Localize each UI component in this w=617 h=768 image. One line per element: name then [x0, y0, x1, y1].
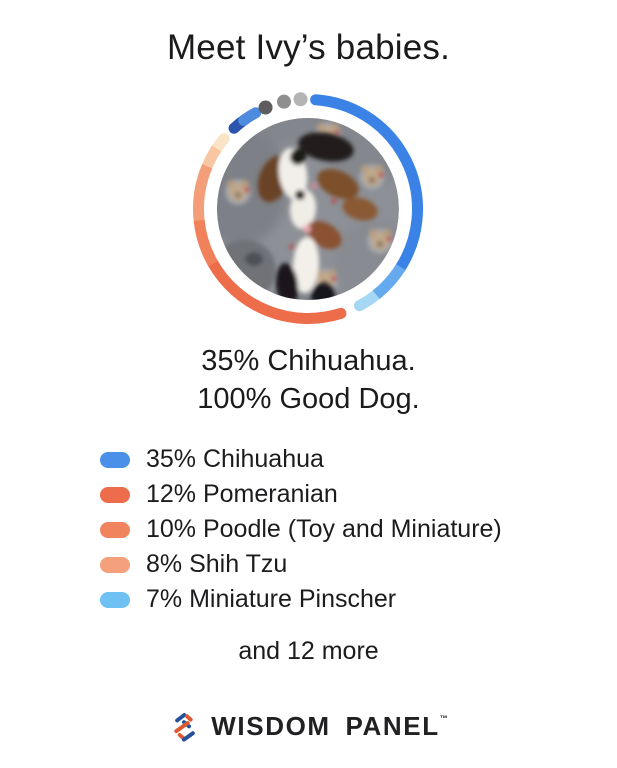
ring-orange-mid [193, 218, 219, 267]
minor-breed-dot [293, 92, 308, 107]
ring-salmon-light [193, 163, 213, 222]
legend-item-label: 7% Miniature Pinscher [146, 585, 397, 613]
trademark-symbol: ™ [439, 713, 448, 723]
legend-item: 35% Chihuahua [100, 442, 502, 477]
legend-swatch [100, 591, 130, 608]
dna-helix-icon [174, 712, 196, 742]
breed-ring-arcs [193, 92, 423, 324]
legend-item-label: 8% Shih Tzu [146, 550, 288, 578]
headline: 35% Chihuahua. 100% Good Dog. [0, 342, 617, 418]
ring-orange-main [207, 257, 347, 324]
minor-breed-dot [258, 100, 273, 115]
ring-blue-mid [372, 263, 406, 299]
legend-item: 10% Poodle (Toy and Miniature) [100, 512, 502, 547]
breed-ring-svg [193, 92, 423, 324]
ring-blue-main [310, 94, 423, 275]
minor-breed-dot [277, 94, 292, 109]
ring-peach [202, 145, 222, 169]
brand-logo: WISDOM PANEL™ [0, 704, 617, 748]
legend-item-label: 12% Pomeranian [146, 480, 338, 508]
brand-name: WISDOM PANEL™ [211, 710, 448, 741]
legend-swatch [100, 521, 130, 538]
legend-item-label: 10% Poodle (Toy and Miniature) [146, 515, 502, 543]
ring-blue-small [238, 107, 262, 126]
breed-legend: 35% Chihuahua 12% Pomeranian 10% Poodle … [100, 442, 502, 617]
ring-peach-palest [210, 133, 230, 155]
legend-item: 8% Shih Tzu [100, 547, 502, 582]
legend-item: 12% Pomeranian [100, 477, 502, 512]
more-breeds-label: and 12 more [238, 637, 379, 665]
ring-blue-pale [353, 288, 383, 312]
breed-ring-chart [188, 89, 428, 329]
legend-swatch [100, 556, 130, 573]
headline-line-1: 35% Chihuahua. [201, 345, 416, 377]
legend-item-label: 35% Chihuahua [146, 445, 324, 473]
page-title: Meet Ivy’s babies. [166, 28, 451, 67]
legend-swatch [100, 451, 130, 468]
legend-item: 7% Miniature Pinscher [100, 582, 502, 617]
legend-swatch [100, 486, 130, 503]
headline-line-2: 100% Good Dog. [197, 383, 420, 415]
